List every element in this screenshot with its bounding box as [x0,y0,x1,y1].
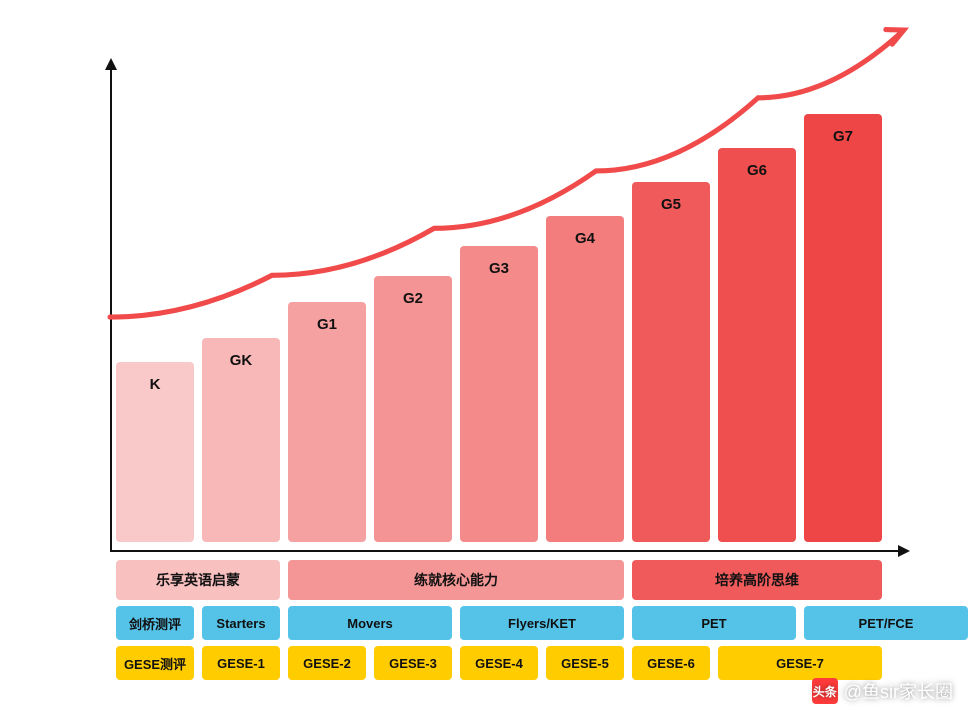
band-stage-cell: 乐享英语启蒙 [116,560,280,600]
watermark: 头条 @鱼sir家长圈 [812,678,953,704]
band-cambridge-cell: Movers [288,606,452,640]
band-stage: 乐享英语启蒙练就核心能力培养高阶思维 [110,560,890,600]
x-axis-arrow-icon [898,545,910,557]
band-cambridge-cell: Flyers/KET [460,606,624,640]
toutiao-logo-icon: 头条 [812,678,838,704]
bands-container: 乐享英语启蒙练就核心能力培养高阶思维剑桥测评StartersMoversFlye… [110,60,890,670]
band-cambridge-cell: 剑桥测评 [116,606,194,640]
band-stage-cell: 练就核心能力 [288,560,624,600]
watermark-text: @鱼sir家长圈 [844,678,953,704]
band-gese-cell: GESE-3 [374,646,452,680]
band-gese: GESE测评GESE-1GESE-2GESE-3GESE-4GESE-5GESE… [110,646,890,680]
page: KGKG1G2G3G4G5G6G7 乐享英语启蒙练就核心能力培养高阶思维剑桥测评… [0,0,971,720]
band-gese-cell: GESE-6 [632,646,710,680]
chart-area: KGKG1G2G3G4G5G6G7 乐享英语启蒙练就核心能力培养高阶思维剑桥测评… [110,60,890,670]
band-gese-cell: GESE-4 [460,646,538,680]
band-gese-cell: GESE-5 [546,646,624,680]
band-gese-cell: GESE-7 [718,646,882,680]
band-cambridge-cell: PET/FCE [804,606,968,640]
band-cambridge-cell: Starters [202,606,280,640]
band-gese-cell: GESE测评 [116,646,194,680]
band-cambridge-cell: PET [632,606,796,640]
band-gese-cell: GESE-1 [202,646,280,680]
band-stage-cell: 培养高阶思维 [632,560,882,600]
band-cambridge: 剑桥测评StartersMoversFlyers/KETPETPET/FCE [110,606,890,640]
band-gese-cell: GESE-2 [288,646,366,680]
